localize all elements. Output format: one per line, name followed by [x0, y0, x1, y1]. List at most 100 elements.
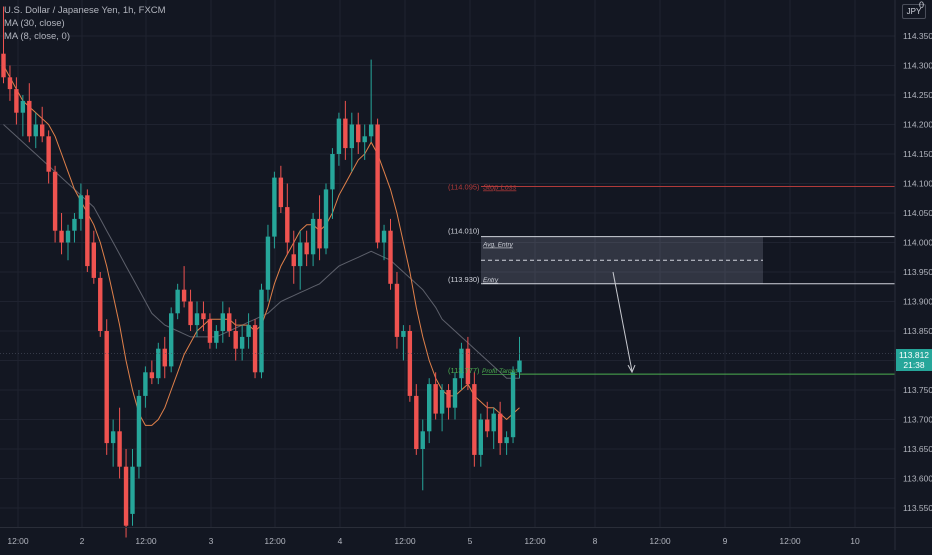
- candle-body: [136, 395, 142, 467]
- current-price-value: 113.812: [898, 350, 930, 360]
- candle-up: [194, 301, 200, 337]
- candle-body: [162, 348, 167, 367]
- candle-body: [20, 100, 26, 113]
- candle-down: [388, 218, 393, 290]
- candle-up: [401, 325, 406, 361]
- candle-up: [491, 407, 496, 449]
- candle-up: [65, 224, 71, 261]
- candle-body: [65, 230, 71, 243]
- candle-up: [517, 336, 522, 379]
- candle-body: [14, 89, 19, 113]
- candle-up: [427, 378, 432, 444]
- candle-down: [123, 449, 129, 538]
- x-tick-label: 10: [850, 536, 860, 546]
- entry-top-price-label: (114.010): [448, 227, 480, 236]
- candle-body: [272, 177, 277, 237]
- candle-body: [362, 136, 367, 143]
- candle-body: [485, 419, 490, 432]
- candle-body: [330, 154, 335, 190]
- x-tick-label: 12:00: [135, 536, 157, 546]
- candle-down: [162, 336, 167, 379]
- currency-badge[interactable]: JPY: [902, 4, 926, 19]
- entry-bottom-price-label: (113.930): [448, 275, 480, 284]
- candle-down: [394, 272, 400, 349]
- candle-down: [227, 307, 232, 337]
- x-tick-label: 4: [338, 536, 343, 546]
- candle-body: [497, 413, 503, 444]
- bar-countdown: 21:38: [903, 360, 925, 370]
- candle-body: [336, 118, 342, 154]
- candle-body: [27, 100, 32, 137]
- candle-down: [285, 183, 290, 255]
- candle-body: [381, 230, 387, 243]
- stop-loss-text: Stop Loss: [483, 182, 517, 191]
- candle-body: [278, 177, 284, 208]
- candle-body: [169, 313, 174, 367]
- candle-body: [401, 331, 406, 337]
- candle-up: [420, 419, 425, 491]
- candle-down: [188, 289, 193, 331]
- candle-body: [356, 124, 361, 143]
- trade-annotations[interactable]: (114.095) Stop Loss (114.010) (113.930) Avg.…: [0, 182, 895, 375]
- candle-body: [104, 331, 109, 444]
- candle-up: [298, 230, 303, 290]
- candle-body: [317, 218, 322, 249]
- candle-body: [517, 360, 522, 373]
- candle-down: [59, 213, 64, 255]
- x-tick-label: 12:00: [779, 536, 801, 546]
- x-tick-label: 5: [468, 536, 473, 546]
- candle-up: [72, 213, 77, 243]
- candle-body: [207, 319, 213, 343]
- ma30-legend[interactable]: MA (30, close): [4, 18, 65, 29]
- candle-down: [497, 401, 503, 455]
- candle-up: [459, 342, 464, 390]
- candle-body: [414, 395, 419, 449]
- candle-body: [427, 384, 432, 432]
- symbol-title[interactable]: U.S. Dollar / Japanese Yen, 1h, FXCM: [4, 5, 166, 16]
- y-tick-label: 113.700: [903, 415, 932, 425]
- candle-down: [414, 384, 419, 455]
- candle-body: [310, 218, 316, 255]
- candle-up: [130, 449, 135, 526]
- candle-body: [291, 254, 296, 267]
- candle-down: [14, 77, 19, 125]
- candle-body: [227, 313, 232, 331]
- candle-body: [446, 390, 451, 408]
- stop-loss-price-label: (114.095): [448, 182, 480, 191]
- candle-body: [175, 289, 180, 314]
- candle-down: [433, 372, 438, 420]
- candle-down: [91, 230, 96, 284]
- candle-body: [459, 348, 464, 379]
- candle-up: [143, 366, 148, 408]
- candle-down: [104, 319, 109, 455]
- candle-up: [452, 372, 458, 420]
- candle-down: [201, 301, 206, 331]
- candle-down: [52, 165, 58, 243]
- candle-body: [7, 77, 13, 90]
- candle-body: [149, 372, 155, 379]
- candle-body: [233, 331, 238, 349]
- y-tick-label: 113.600: [903, 474, 932, 484]
- x-tick-label: 12:00: [264, 536, 286, 546]
- candle-down: [278, 165, 284, 213]
- candle-up: [156, 342, 161, 385]
- candle-body: [201, 313, 206, 320]
- y-tick-label: 113.950: [903, 267, 932, 277]
- candle-up: [330, 148, 335, 219]
- candle-body: [465, 348, 471, 385]
- y-tick-label: 113.550: [903, 503, 932, 513]
- candle-body: [33, 124, 38, 137]
- ma8-legend[interactable]: MA (8, close, 0): [4, 31, 70, 42]
- candle-up: [478, 413, 483, 467]
- candle-body: [59, 230, 64, 243]
- candle-down: [304, 230, 309, 267]
- avg-entry-text: Avg. Entry: [482, 242, 514, 249]
- candle-down: [233, 319, 238, 361]
- candle-body: [214, 331, 219, 343]
- x-tick-label: 12:00: [7, 536, 29, 546]
- candle-body: [394, 283, 400, 337]
- candle-down: [356, 112, 361, 154]
